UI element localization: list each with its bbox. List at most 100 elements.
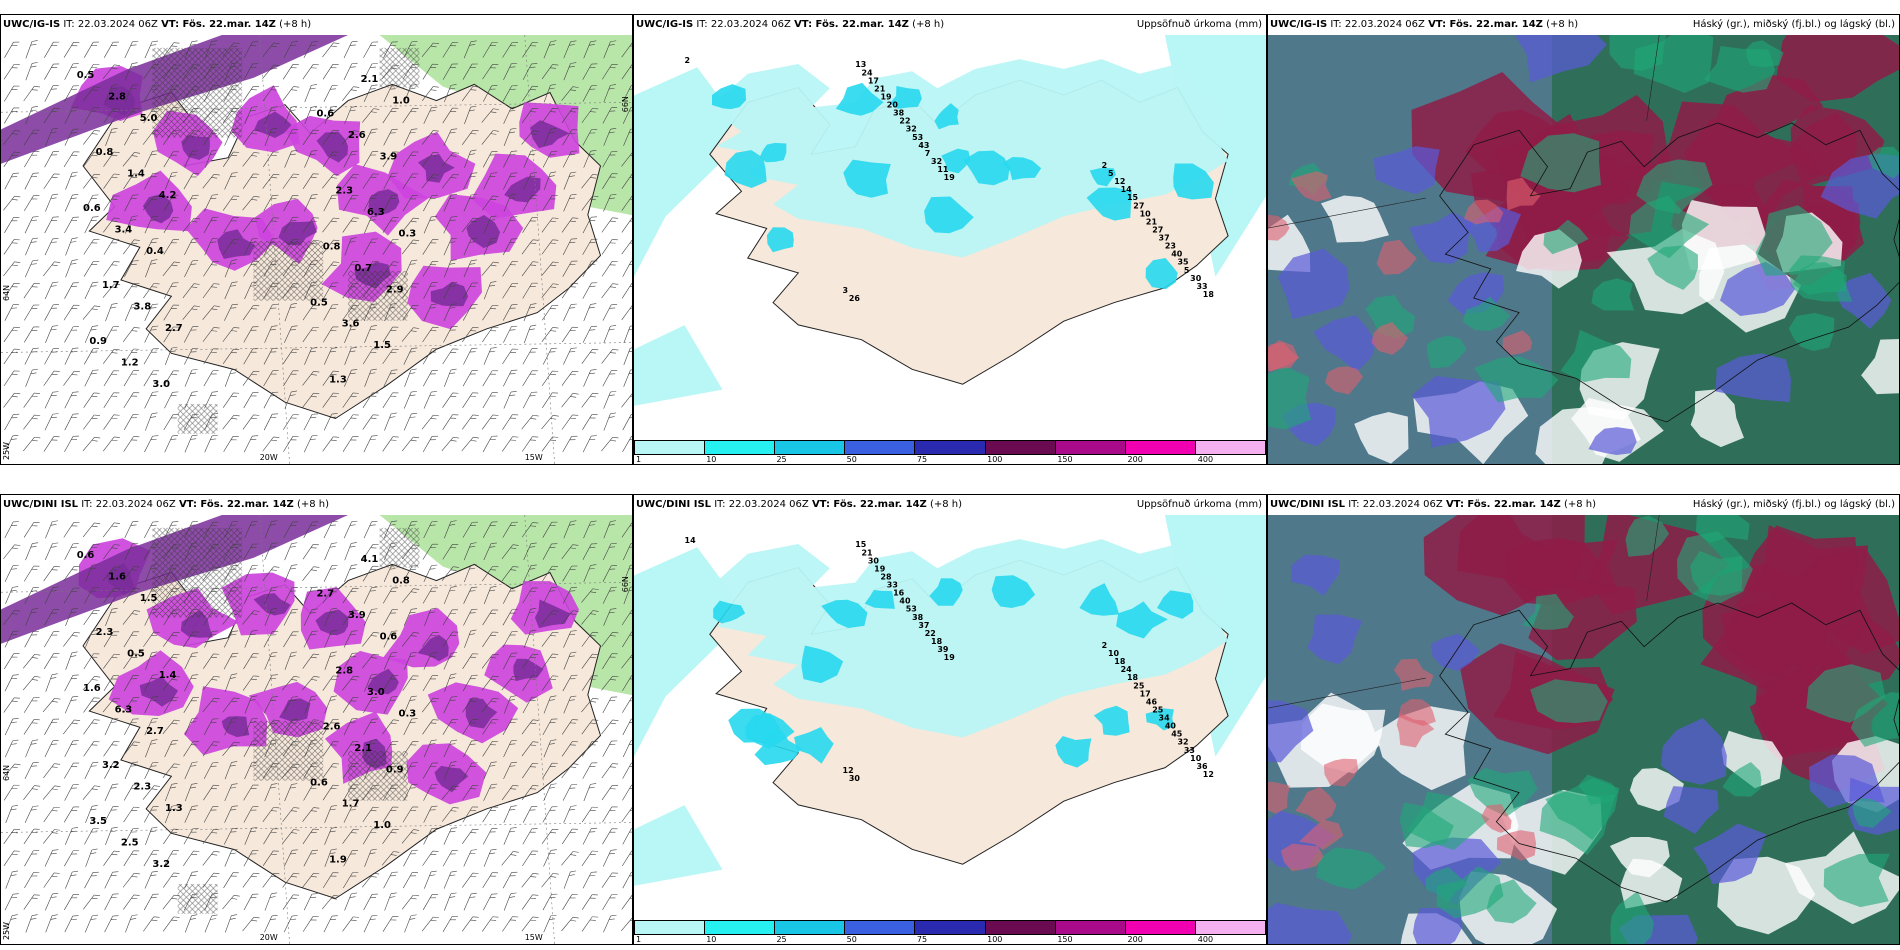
lat-label: 64N xyxy=(2,765,11,781)
colorbar-swatch xyxy=(1055,441,1126,454)
init-time: IT: 22.03.2024 06Z xyxy=(63,19,158,30)
precip-value-label: 17 xyxy=(868,76,879,85)
colorbar-tick-label: 400 xyxy=(1197,935,1214,944)
snow-value-label: 0.8 xyxy=(392,576,410,587)
snow-value-label: 0.3 xyxy=(399,709,417,720)
precip-value-label: 32 xyxy=(931,157,942,166)
colorbar-swatch xyxy=(705,441,776,454)
precip-value-label: 45 xyxy=(1171,730,1182,739)
colorbar-swatch xyxy=(1195,441,1265,454)
colorbar-tick-label: 100 xyxy=(987,935,1003,944)
precip-value-label: 33 xyxy=(1184,746,1195,755)
colorbar-tick-label: 150 xyxy=(1057,455,1073,464)
panel-header: UWC/IG-IS IT: 22.03.2024 06Z VT: Fös. 22… xyxy=(1268,15,1899,35)
snow-value-label: 1.4 xyxy=(127,169,145,180)
precip-value-label: 34 xyxy=(1159,714,1171,723)
precip-value-label: 10 xyxy=(1140,209,1152,218)
snow-value-label: 0.6 xyxy=(317,109,335,120)
model-name: UWC/DINI ISL xyxy=(1270,499,1346,510)
precip-value-label: 33 xyxy=(887,581,898,590)
precip-value-label: 12 xyxy=(1114,177,1125,186)
precip-value-label: 19 xyxy=(874,564,886,573)
precip-value-label: 21 xyxy=(1146,217,1157,226)
snow-value-label: 0.6 xyxy=(310,777,328,788)
precip-value-label: 37 xyxy=(1159,234,1170,243)
precip-map[interactable]: 2 19 18 11 33 32 30 7 5 43 35 53 40 32 23 22 37 38 27 20 21 1… xyxy=(634,35,1266,438)
precip-value-label: 30 xyxy=(868,556,880,565)
precip-value-label: 21 xyxy=(874,84,885,93)
snow-value-label: 1.3 xyxy=(329,374,347,385)
precip-value-label: 25 xyxy=(1152,705,1163,714)
panel-title: Uppsöfnuð úrkoma (mm) xyxy=(1136,19,1262,30)
precip-value-label: 37 xyxy=(918,621,929,630)
lon-label: 15W xyxy=(525,933,543,942)
valid-time: VT: Fös. 22.mar. 14Z xyxy=(794,19,909,30)
precip-value-label: 30 xyxy=(849,774,861,783)
colorbar-swatch xyxy=(775,441,846,454)
wind-map[interactable]: 0.6 0.6 1.6 2.7 3.5 2.6 2.3 1.9 3.2 2.8 1.6 1.7 6.3 3… xyxy=(1,515,632,944)
snow-value-label: 2.7 xyxy=(165,323,183,334)
precip-value-label: 39 xyxy=(937,645,949,654)
precip-value-label: 46 xyxy=(1146,697,1158,706)
lead-time: (+8 h) xyxy=(279,19,312,30)
model-name: UWC/IG-IS xyxy=(636,19,694,30)
colorbar-swatch xyxy=(915,441,986,454)
snow-value-label: 1.4 xyxy=(159,670,177,681)
valid-time: VT: Fös. 22.mar. 14Z xyxy=(811,499,927,510)
lead-time: (+8 h) xyxy=(296,499,330,510)
colorbar-tick-label: 10 xyxy=(706,455,717,464)
snow-value-label: 0.9 xyxy=(386,764,404,775)
colorbar-swatch xyxy=(775,921,846,934)
cloud-map[interactable] xyxy=(1268,515,1899,944)
precip-value-label: 32 xyxy=(1178,738,1189,747)
lead-time: (+8 h) xyxy=(1563,499,1597,510)
panel-title: Háský (gr.), miðský (fj.bl.) og lágský (… xyxy=(1692,19,1895,30)
lead-time: (+8 h) xyxy=(929,499,963,510)
precip-value-label: 2 xyxy=(1102,161,1108,170)
cloud-map[interactable] xyxy=(1268,35,1899,464)
colorbar-tick-label: 10 xyxy=(706,935,717,944)
precip-value-label: 18 xyxy=(1127,673,1139,682)
wind-map[interactable]: 0.5 0.5 0.6 0.6 0.9 0.8 0.8 1.3 1.7 2.3 2.8 3.6 3.4 2… xyxy=(1,35,632,464)
snow-value-label: 1.5 xyxy=(140,593,158,604)
snow-value-label: 3.9 xyxy=(380,151,398,162)
precip-value-label: 30 xyxy=(1190,274,1202,283)
snow-value-label: 0.7 xyxy=(354,263,372,274)
colorbar-tick-label: 100 xyxy=(987,455,1003,464)
colorbar-tick-label: 75 xyxy=(916,455,928,464)
precip-value-label: 20 xyxy=(887,101,899,110)
precip-value-label: 27 xyxy=(1133,201,1144,210)
snow-value-label: 2.7 xyxy=(317,589,335,600)
precip-value-label: 2 xyxy=(1102,641,1108,650)
precip-value-label: 2 xyxy=(685,56,691,65)
colorbar-tick-label: 400 xyxy=(1197,455,1214,464)
colorbar-swatch xyxy=(985,441,1056,454)
lat-label: 64N xyxy=(2,285,11,301)
precip-map[interactable]: 14 19 12 39 36 18 10 22 33 37 32 38 45 53 40 40 34 16 25 33… xyxy=(634,515,1266,918)
precip-value-label: 7 xyxy=(925,149,931,158)
colorbar-swatch xyxy=(1055,921,1126,934)
snow-value-label: 3.4 xyxy=(115,224,133,235)
panel-header: UWC/IG-IS IT: 22.03.2024 06Z VT: Fös. 22… xyxy=(634,15,1266,35)
precip-value-label: 53 xyxy=(912,133,923,142)
panel-header: UWC/DINI ISL IT: 22.03.2024 06Z VT: Fös.… xyxy=(1,495,632,515)
panel-title: Uppsöfnuð úrkoma (mm) xyxy=(1136,499,1262,510)
snow-value-label: 3.0 xyxy=(152,379,170,390)
snow-value-label: 6.3 xyxy=(367,207,385,218)
colorbar-swatch xyxy=(635,921,706,934)
cloud-panel-dini: UWC/DINI ISL IT: 22.03.2024 06Z VT: Fös.… xyxy=(1267,494,1900,945)
init-time: IT: 22.03.2024 06Z xyxy=(696,19,791,30)
lon-label: 20W xyxy=(260,933,278,942)
model-name: UWC/IG-IS xyxy=(3,19,61,30)
precip-value-label: 32 xyxy=(906,125,917,134)
colorbar-swatch xyxy=(635,441,706,454)
snow-value-label: 2.6 xyxy=(323,722,341,733)
lon-label: 20W xyxy=(260,453,278,462)
snow-value-label: 1.7 xyxy=(342,799,360,810)
precip-value-label: 28 xyxy=(880,572,892,581)
precip-value-label: 10 xyxy=(1190,754,1202,763)
precip-value-label: 16 xyxy=(893,589,905,598)
precip-panel-ig: UWC/IG-IS IT: 22.03.2024 06Z VT: Fös. 22… xyxy=(633,14,1267,465)
precip-value-label: 53 xyxy=(906,605,917,614)
init-time: IT: 22.03.2024 06Z xyxy=(81,499,176,510)
